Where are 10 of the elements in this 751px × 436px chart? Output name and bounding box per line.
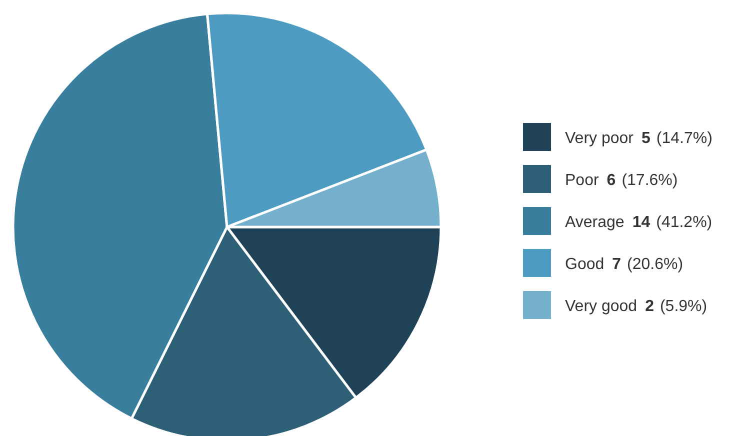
data-label: 7 (20.6%) <box>612 256 684 273</box>
legend-label: Very good <box>565 298 638 315</box>
data-label: 2 (5.9%) <box>645 298 708 315</box>
data-label: 5 (14.7%) <box>641 130 712 147</box>
legend-label: Average <box>565 214 624 231</box>
legend-label: Poor <box>565 172 600 189</box>
data-label: 14 (41.2%) <box>632 214 712 231</box>
legend-label: Very poor <box>565 130 634 147</box>
data-label: 6 (17.6%) <box>606 172 678 189</box>
legend-label: Good <box>565 256 604 273</box>
